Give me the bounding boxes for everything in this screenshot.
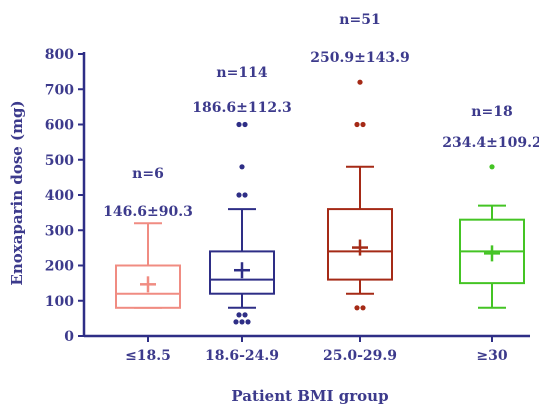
outlier-point bbox=[354, 121, 360, 128]
outlier-point bbox=[239, 164, 245, 170]
outlier-point bbox=[242, 192, 248, 198]
outlier-point bbox=[239, 319, 245, 325]
outlier-point bbox=[245, 319, 251, 325]
outlier-point bbox=[489, 164, 495, 170]
plot-area: n=6 146.6±90.3 n=114 186.6±112.3 n=51 250.9±1… bbox=[103, 12, 539, 325]
n-label: n=114 bbox=[216, 65, 267, 81]
x-tick-label: ≥30 bbox=[476, 348, 507, 364]
y-tick-label: 700 bbox=[45, 82, 74, 98]
y-tick-label: 300 bbox=[45, 223, 74, 239]
outlier-point bbox=[357, 79, 363, 85]
n-label: n=18 bbox=[471, 104, 512, 120]
outlier-point bbox=[242, 121, 248, 128]
outlier-point bbox=[236, 312, 242, 318]
y-axis-title: Enoxaparin dose (mg) bbox=[8, 100, 26, 285]
n-label: n=6 bbox=[132, 166, 164, 182]
outlier-point bbox=[233, 319, 239, 325]
outlier-point bbox=[236, 192, 242, 198]
box-group-2: n=114 186.6±112.3 bbox=[192, 65, 292, 325]
box-group-3: n=51 250.9±143.9 bbox=[310, 12, 410, 311]
x-tick-label: 18.6-24.9 bbox=[205, 348, 279, 364]
axes: 0 100 200 300 400 500 600 700 800 ≤18.5 18.6-24.9 2… bbox=[45, 47, 530, 364]
x-tick-label: 25.0-29.9 bbox=[323, 348, 397, 364]
box bbox=[327, 208, 393, 281]
y-tick-label: 0 bbox=[64, 329, 74, 345]
outlier-point bbox=[236, 121, 242, 128]
x-axis-title: Patient BMI group bbox=[231, 387, 388, 405]
box-group-1: n=6 146.6±90.3 bbox=[103, 166, 193, 309]
outlier-point bbox=[360, 305, 366, 311]
y-tick-label: 400 bbox=[45, 188, 74, 204]
mean-sd-label: 186.6±112.3 bbox=[192, 100, 291, 116]
n-label: n=51 bbox=[339, 12, 380, 28]
outlier-point bbox=[242, 312, 248, 318]
mean-sd-label: 146.6±90.3 bbox=[103, 204, 193, 220]
y-tick-label: 100 bbox=[45, 294, 74, 310]
outlier-point bbox=[360, 121, 366, 128]
y-tick-label: 500 bbox=[45, 153, 74, 169]
outlier-point bbox=[354, 305, 360, 311]
mean-sd-label: 234.4±109.2 bbox=[442, 135, 539, 151]
y-tick-label: 200 bbox=[45, 259, 74, 275]
x-tick-label: ≤18.5 bbox=[125, 348, 171, 364]
y-tick-label: 800 bbox=[45, 47, 74, 63]
mean-sd-label: 250.9±143.9 bbox=[310, 50, 409, 66]
y-tick-label: 600 bbox=[45, 118, 74, 134]
box-group-4: n=18 234.4±109.2 bbox=[442, 104, 539, 309]
